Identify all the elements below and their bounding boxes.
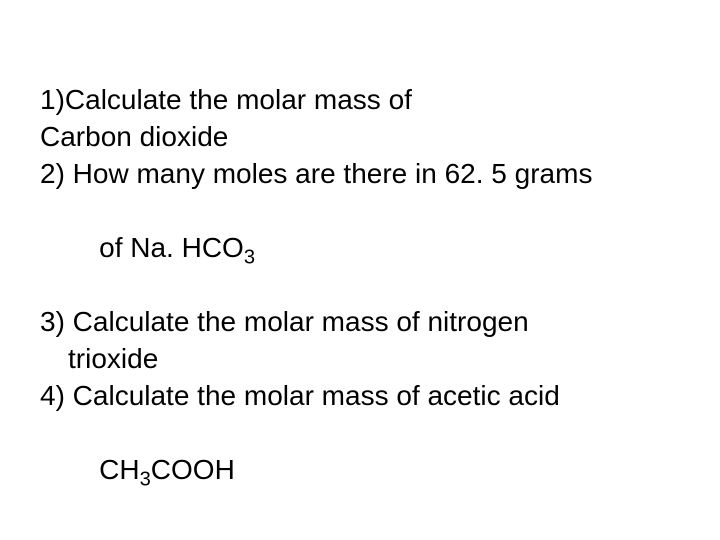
question-3-line-2: trioxide [40, 341, 680, 378]
formula-subscript: 3 [140, 468, 151, 490]
question-2-line-1: 2) How many moles are there in 62. 5 gra… [40, 156, 680, 193]
formula-prefix: of Na. HCO [99, 232, 244, 263]
question-3-line-1: 3) Calculate the molar mass of nitrogen [40, 304, 680, 341]
question-1-line-2: Carbon dioxide [40, 119, 680, 156]
question-1-line-1: 1)Calculate the molar mass of [40, 82, 680, 119]
question-4-line-2: CH3COOH [40, 415, 680, 526]
question-2-line-2: of Na. HCO3 [40, 193, 680, 304]
question-4-line-1: 4) Calculate the molar mass of acetic ac… [40, 378, 680, 415]
formula-prefix: CH [99, 454, 139, 485]
formula-subscript: 3 [244, 246, 255, 268]
formula-suffix: COOH [151, 454, 235, 485]
document-page: 1)Calculate the molar mass of Carbon dio… [0, 0, 720, 540]
